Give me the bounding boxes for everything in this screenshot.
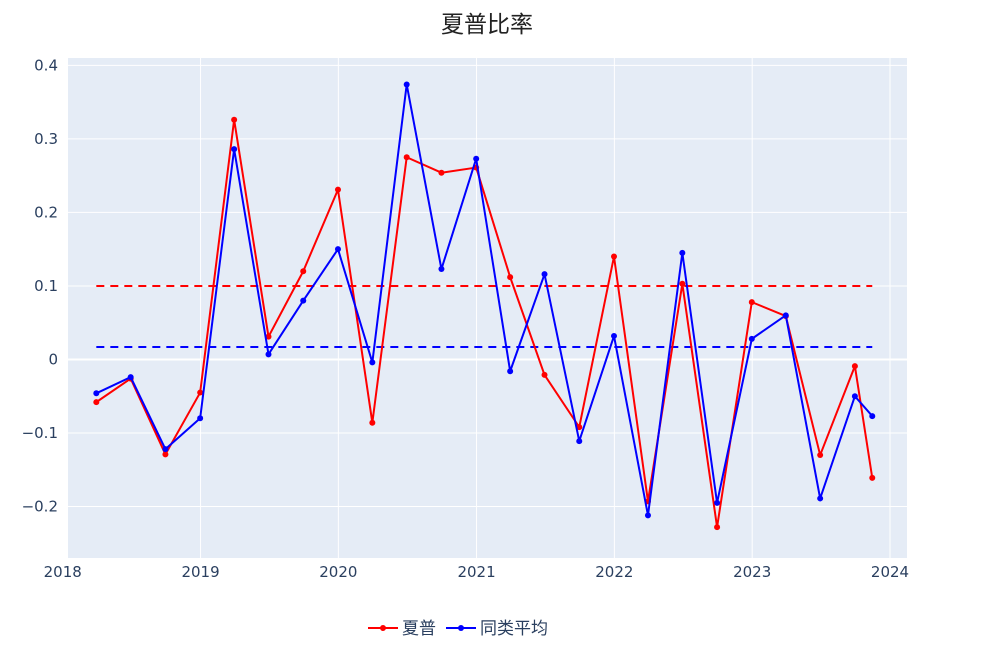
plot-area (68, 58, 907, 558)
series-marker (851, 363, 858, 370)
series-marker (869, 413, 876, 420)
series-marker (541, 371, 548, 378)
reference-lines (96, 284, 873, 348)
series-marker (93, 399, 100, 406)
series-marker (438, 169, 445, 176)
series-marker (610, 253, 617, 260)
series-marker (265, 333, 272, 340)
y-axis-ticks: 0.4 0.3 0.2 0.1 0 −0.1 −0.2 (22, 56, 58, 515)
y-tick-label: 0.3 (34, 130, 58, 148)
x-tick-label: 2020 (319, 563, 357, 581)
legend: 夏普 同类平均 (368, 619, 548, 639)
series-marker (127, 374, 134, 381)
x-tick-label: 2022 (595, 563, 633, 581)
series-marker (265, 351, 272, 358)
series-marker (197, 389, 204, 396)
series-marker (851, 393, 858, 400)
series-marker (782, 312, 789, 319)
series-marker (679, 249, 686, 256)
x-tick-label: 2024 (871, 563, 909, 581)
legend-label: 同类平均 (480, 619, 548, 639)
y-tick-label: −0.1 (22, 424, 58, 442)
series-marker (507, 274, 514, 281)
series-marker (644, 512, 651, 519)
x-tick-label: 2019 (181, 563, 219, 581)
series-marker (507, 368, 514, 375)
series-marker (300, 268, 307, 275)
series-marker (679, 280, 686, 287)
legend-item-2: 同类平均 (446, 619, 548, 639)
series-marker (576, 438, 583, 445)
series-marker (334, 246, 341, 253)
series-marker (300, 297, 307, 304)
series-marker (403, 81, 410, 88)
y-tick-label: 0.4 (34, 56, 58, 74)
series-layer (93, 81, 876, 531)
y-tick-label: 0.2 (34, 203, 58, 221)
y-tick-label: −0.2 (22, 498, 58, 516)
series-marker (748, 299, 755, 306)
legend-swatch-marker (458, 625, 464, 631)
series-marker (231, 116, 238, 123)
series-marker (817, 452, 824, 459)
series-marker (869, 474, 876, 481)
series-marker (473, 155, 480, 162)
series-marker (369, 419, 376, 426)
series-marker (162, 451, 169, 458)
series-line (95, 83, 874, 517)
series-marker (334, 186, 341, 193)
x-gridlines (62, 58, 891, 558)
x-tick-label: 2018 (44, 563, 82, 581)
series-marker (817, 495, 824, 502)
series-marker (438, 266, 445, 273)
series-marker (197, 415, 204, 422)
series-marker (231, 146, 238, 153)
series-marker (541, 271, 548, 278)
legend-label: 夏普 (402, 619, 436, 639)
chart-title: 夏普比率 (441, 12, 533, 38)
x-tick-label: 2023 (733, 563, 771, 581)
x-axis-ticks: 2018 2019 2020 2021 2022 2023 2024 (44, 563, 909, 581)
legend-item-1: 夏普 (368, 619, 436, 639)
series-marker (714, 524, 721, 531)
series-marker (610, 332, 617, 339)
series-2 (93, 81, 876, 519)
series-marker (748, 335, 755, 342)
series-marker (369, 359, 376, 366)
series-line (95, 118, 874, 529)
series-marker (714, 499, 721, 506)
y-tick-label: 0.1 (34, 277, 58, 295)
series-marker (93, 390, 100, 397)
series-marker (403, 154, 410, 161)
series-marker (576, 424, 583, 431)
y-tick-label: 0 (48, 350, 58, 368)
legend-swatch-marker (380, 625, 386, 631)
series-marker (162, 446, 169, 453)
x-tick-label: 2021 (457, 563, 495, 581)
